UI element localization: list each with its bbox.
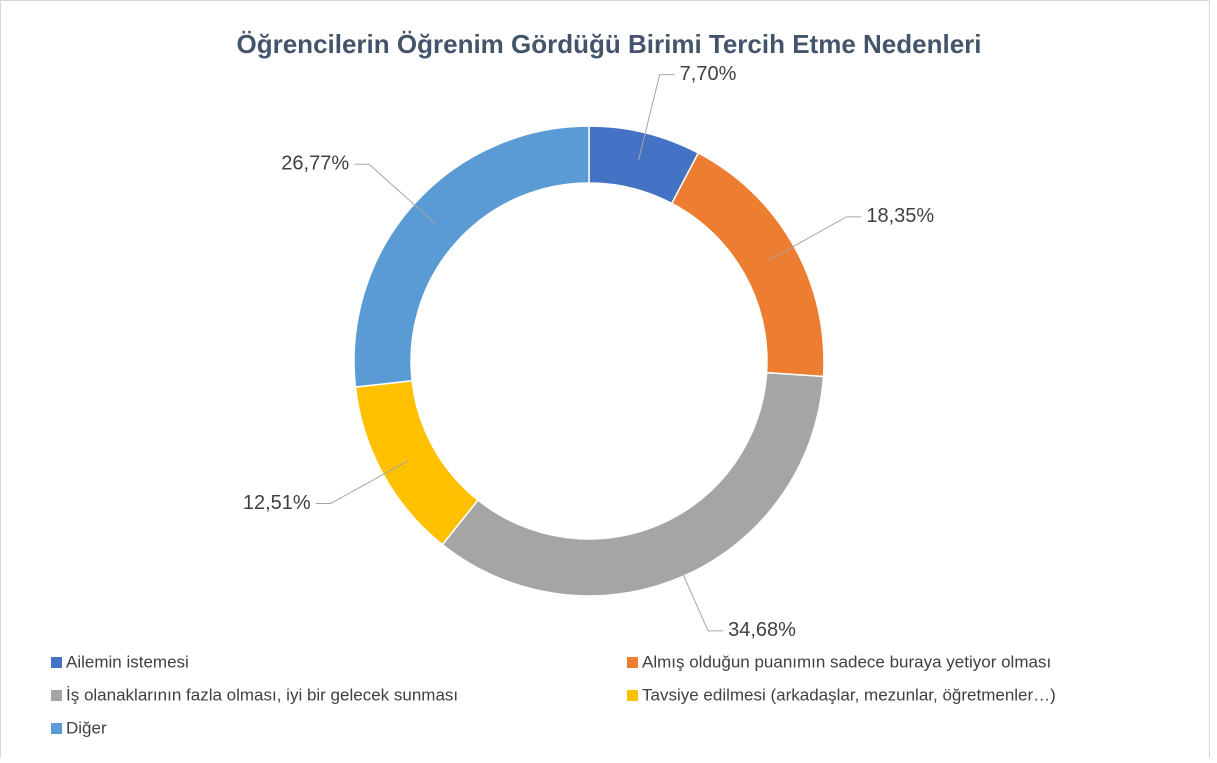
legend-label: Almış olduğun puanımın sadece buraya yet… xyxy=(642,652,1051,671)
data-label: 12,51% xyxy=(243,492,311,514)
donut-slice xyxy=(441,371,825,597)
legend-swatch xyxy=(51,690,62,701)
leader-line xyxy=(671,549,724,632)
leader-line xyxy=(315,460,409,504)
legend-swatch xyxy=(51,723,62,734)
legend-label: Tavsiye edilmesi (arkadaşlar, mezunlar, … xyxy=(642,685,1056,704)
data-label: 34,68% xyxy=(728,619,796,641)
legend-label: İş olanaklarının fazla olması, iyi bir g… xyxy=(66,685,458,704)
data-label: 26,77% xyxy=(281,153,349,175)
legend-label: Ailemin istemesi xyxy=(66,652,189,671)
legend-swatch xyxy=(51,657,62,668)
leader-line xyxy=(768,216,862,261)
chart-title: Öğrencilerin Öğrenim Gördüğü Birimi Terc… xyxy=(237,29,982,59)
data-label: 18,35% xyxy=(866,205,934,227)
data-label: 7,70% xyxy=(680,63,737,85)
donut-slice xyxy=(353,125,590,388)
legend-swatch xyxy=(627,657,638,668)
leader-line xyxy=(637,74,675,161)
leader-line xyxy=(354,163,436,224)
legend-label: Diğer xyxy=(66,718,107,737)
legend-swatch xyxy=(627,690,638,701)
